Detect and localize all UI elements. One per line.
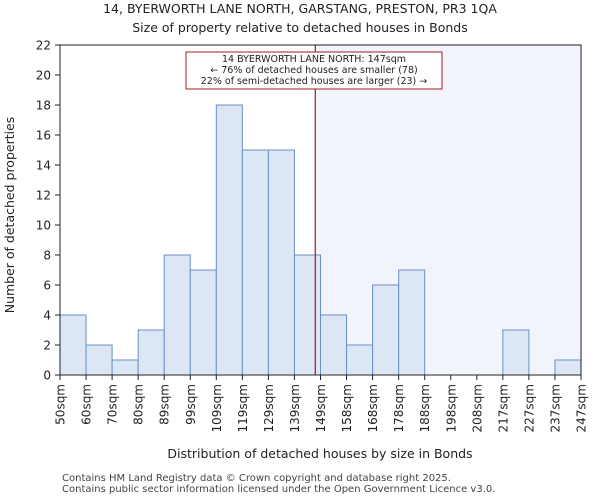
y-tick-label: 4 bbox=[43, 309, 51, 323]
y-axis-ticks: 0 2 4 6 8 10 12 14 16 18 20 22 bbox=[36, 39, 60, 383]
x-tick-label-168sqm: 168sqm bbox=[366, 384, 380, 432]
chart-subtitle: Size of property relative to detached ho… bbox=[132, 20, 468, 35]
x-axis-label: Distribution of detached houses by size … bbox=[167, 446, 472, 461]
bar-50sqm bbox=[59, 314, 87, 376]
x-tick-label-119sqm: 119sqm bbox=[236, 384, 250, 432]
footer-line-1: Contains HM Land Registry data © Crown c… bbox=[62, 473, 451, 484]
x-tick-label-50sqm: 50sqm bbox=[54, 384, 68, 425]
annotation-box bbox=[185, 51, 443, 90]
x-tick-label-109sqm: 109sqm bbox=[210, 384, 224, 432]
x-axis-ticks: 50sqm 60sqm 70sqm 80sqm 89sqm 99sqm 109sqm 119s… bbox=[54, 375, 589, 432]
x-tick-label-60sqm: 60sqm bbox=[80, 384, 94, 425]
x-tick-label-178sqm: 178sqm bbox=[392, 384, 406, 432]
y-tick-label: 18 bbox=[36, 99, 51, 113]
bar-129sqm bbox=[267, 149, 295, 376]
bar-149sqm bbox=[320, 314, 348, 376]
bar-178sqm bbox=[398, 269, 426, 376]
bar-217sqm bbox=[502, 329, 530, 376]
y-tick-label: 22 bbox=[36, 39, 51, 53]
annotation-line-2: ← 76% of detached houses are smaller (78… bbox=[210, 65, 417, 76]
bar-99sqm bbox=[189, 269, 217, 376]
bar-80sqm bbox=[137, 329, 165, 376]
annotation-line-1: 14 BYERWORTH LANE NORTH: 147sqm bbox=[222, 54, 406, 65]
y-axis-label: Number of detached properties bbox=[2, 117, 17, 314]
x-tick-label-149sqm: 149sqm bbox=[314, 384, 328, 432]
bar-119sqm bbox=[241, 149, 269, 376]
x-tick-label-89sqm: 89sqm bbox=[158, 384, 172, 425]
bars-group bbox=[59, 104, 582, 376]
bar-139sqm bbox=[293, 254, 322, 376]
bar-237sqm bbox=[554, 359, 582, 376]
bar-158sqm bbox=[346, 344, 374, 376]
x-tick-label-129sqm: 129sqm bbox=[262, 384, 276, 432]
y-tick-label: 6 bbox=[43, 279, 51, 293]
y-tick-label: 0 bbox=[43, 369, 51, 383]
plot-frame bbox=[59, 44, 582, 376]
x-tick-label-227sqm: 227sqm bbox=[522, 384, 536, 432]
x-tick-label-237sqm: 237sqm bbox=[548, 384, 562, 432]
annotation-line-3: 22% of semi-detached houses are larger (… bbox=[201, 76, 428, 87]
x-tick-label-158sqm: 158sqm bbox=[340, 384, 354, 432]
chart-title: 14, BYERWORTH LANE NORTH, GARSTANG, PRES… bbox=[103, 1, 497, 16]
y-tick-label: 2 bbox=[43, 339, 51, 353]
x-tick-label-139sqm: 139sqm bbox=[288, 384, 302, 432]
footer-line-2: Contains public sector information licen… bbox=[62, 484, 496, 495]
y-tick-label: 14 bbox=[36, 159, 51, 173]
x-tick-label-247sqm: 247sqm bbox=[575, 384, 589, 432]
x-tick-label-217sqm: 217sqm bbox=[496, 384, 510, 432]
bar-89sqm bbox=[163, 254, 191, 376]
bar-109sqm bbox=[215, 104, 243, 376]
x-tick-label-99sqm: 99sqm bbox=[184, 384, 198, 425]
larger-than-marker-shade bbox=[315, 45, 581, 375]
y-tick-label: 16 bbox=[36, 129, 51, 143]
y-tick-label: 12 bbox=[36, 189, 51, 203]
y-tick-label: 20 bbox=[36, 69, 51, 83]
x-tick-label-198sqm: 198sqm bbox=[444, 384, 458, 432]
x-tick-label-188sqm: 188sqm bbox=[418, 384, 432, 432]
y-tick-label: 10 bbox=[36, 219, 51, 233]
x-tick-label-208sqm: 208sqm bbox=[470, 384, 484, 432]
bar-60sqm bbox=[85, 344, 113, 376]
y-tick-label: 8 bbox=[43, 249, 51, 263]
bar-70sqm bbox=[111, 359, 139, 376]
bar-168sqm bbox=[372, 284, 400, 376]
x-tick-label-80sqm: 80sqm bbox=[132, 384, 146, 425]
x-tick-label-70sqm: 70sqm bbox=[106, 384, 120, 425]
